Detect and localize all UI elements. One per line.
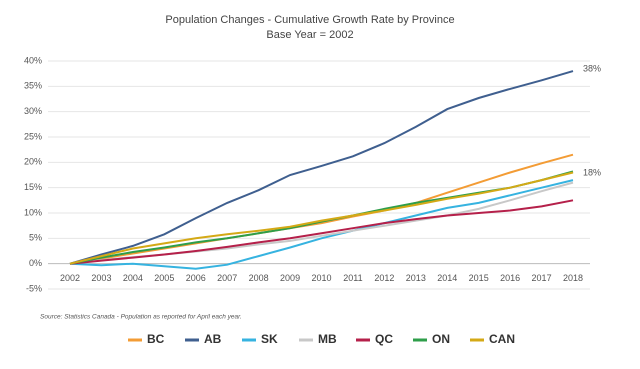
series-line xyxy=(69,179,574,270)
legend-label: SK xyxy=(261,332,278,346)
x-tick-label: 2016 xyxy=(500,273,520,283)
x-tick-label: 2015 xyxy=(469,273,489,283)
legend-label: ON xyxy=(432,332,450,346)
y-tick-label: 10% xyxy=(24,207,42,217)
x-tick-label: 2012 xyxy=(374,273,394,283)
x-tick-label: 2008 xyxy=(249,273,269,283)
legend-label: QC xyxy=(375,332,393,346)
chart-subtitle: Base Year = 2002 xyxy=(266,29,353,41)
x-tick-label: 2014 xyxy=(437,273,457,283)
series-line xyxy=(69,70,574,265)
y-tick-label: 5% xyxy=(29,233,42,243)
y-tick-label: 40% xyxy=(24,55,42,65)
y-tick-label: 35% xyxy=(24,81,42,91)
y-tick-label: 20% xyxy=(24,157,42,167)
chart-title: Population Changes - Cumulative Growth R… xyxy=(165,14,454,26)
x-tick-label: 2004 xyxy=(123,273,143,283)
y-tick-label: 15% xyxy=(24,182,42,192)
x-tick-label: 2011 xyxy=(343,273,362,283)
x-tick-label: 2013 xyxy=(406,273,426,283)
series-line xyxy=(69,170,574,265)
x-tick-label: 2003 xyxy=(91,273,111,283)
annotation: 38% xyxy=(583,63,601,73)
x-tick-label: 2009 xyxy=(280,273,300,283)
x-tick-label: 2017 xyxy=(532,273,552,283)
x-tick-label: 2018 xyxy=(563,273,583,283)
legend-label: AB xyxy=(204,332,222,346)
x-tick-label: 2007 xyxy=(217,273,237,283)
x-tick-label: 2005 xyxy=(154,273,174,283)
x-tick-label: 2010 xyxy=(311,273,331,283)
y-tick-label: -5% xyxy=(26,283,42,293)
x-tick-label: 2002 xyxy=(60,273,80,283)
annotation: 18% xyxy=(583,167,601,177)
y-tick-label: 0% xyxy=(29,258,42,268)
legend-label: BC xyxy=(147,332,165,346)
series-line xyxy=(69,153,574,265)
y-tick-label: 25% xyxy=(24,131,42,141)
series-line xyxy=(69,171,574,265)
source-note: Source: Statistics Canada - Population a… xyxy=(40,314,242,321)
x-tick-label: 2006 xyxy=(186,273,206,283)
series-line xyxy=(69,199,574,265)
legend-label: MB xyxy=(318,332,337,346)
y-tick-label: 30% xyxy=(24,106,42,116)
legend-label: CAN xyxy=(489,332,515,346)
